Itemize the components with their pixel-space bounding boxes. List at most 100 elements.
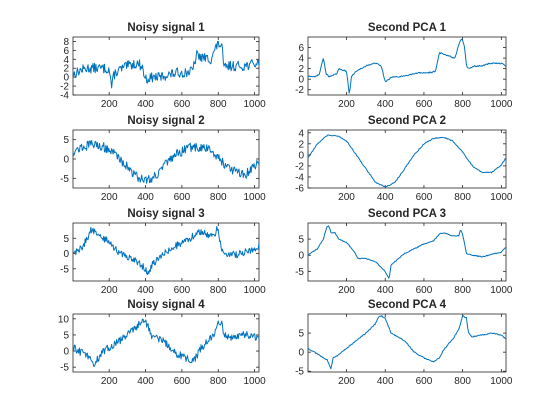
x-tick-label: 800 — [454, 285, 471, 296]
y-tick-label: 0 — [298, 348, 304, 359]
y-tick-label: 0 — [63, 249, 69, 260]
subplot-title: Noisy signal 2 — [127, 115, 204, 127]
x-tick-label: 400 — [137, 285, 154, 296]
y-tick-label: 4 — [63, 55, 69, 66]
subplot-8: Second PCA 4 200 400 600 800 1000 -5 0 5 — [295, 299, 513, 387]
subplot-title: Second PCA 1 — [368, 22, 447, 34]
x-tick-label: 600 — [416, 285, 433, 296]
x-tick-label: 200 — [101, 99, 118, 110]
x-tick-label: 800 — [210, 285, 227, 296]
x-tick-label: 1000 — [490, 285, 513, 296]
x-tick-label: 200 — [101, 285, 118, 296]
x-tick-label: 400 — [377, 192, 394, 203]
x-tick-label: 600 — [174, 285, 191, 296]
x-tick-label: 400 — [137, 376, 154, 387]
y-tick-label: 4 — [298, 128, 304, 139]
series-line — [73, 318, 259, 367]
x-tick-label: 200 — [101, 376, 118, 387]
x-tick-label: 200 — [338, 376, 355, 387]
axes-frame — [307, 36, 507, 96]
x-tick-label: 200 — [338, 99, 355, 110]
x-tick-label: 400 — [377, 376, 394, 387]
x-tick-label: 600 — [416, 192, 433, 203]
x-tick-label: 1000 — [244, 192, 267, 203]
x-tick-label: 800 — [454, 99, 471, 110]
subplot-7: Noisy signal 4 200 400 600 800 1000 -5 0 5 10 — [58, 299, 266, 387]
x-tick-label: 1000 — [490, 192, 513, 203]
subplot-title: Noisy signal 1 — [127, 22, 205, 34]
subplot-3: Noisy signal 2 200 400 600 800 1000 -5 0 5 — [60, 115, 266, 203]
y-tick-label: -5 — [295, 367, 304, 378]
subplot-title: Second PCA 3 — [368, 208, 446, 220]
y-tick-label: -4 — [60, 91, 69, 102]
x-tick-label: 200 — [101, 192, 118, 203]
subplot-title: Second PCA 2 — [368, 115, 446, 127]
y-tick-label: 0 — [63, 155, 69, 166]
x-tick-label: 1000 — [244, 99, 267, 110]
y-tick-label: -5 — [60, 363, 69, 374]
subplot-title: Noisy signal 3 — [127, 208, 204, 220]
x-tick-label: 600 — [174, 99, 191, 110]
x-tick-label: 200 — [338, 192, 355, 203]
y-tick-label: 8 — [63, 37, 69, 48]
series-line — [73, 140, 259, 184]
x-tick-label: 600 — [174, 192, 191, 203]
y-tick-label: -2 — [295, 161, 304, 172]
y-tick-label: 5 — [298, 235, 304, 246]
subplot-5: Noisy signal 3 200 400 600 800 1000 -5 0 5 — [60, 208, 266, 296]
y-tick-label: -5 — [60, 264, 69, 275]
y-tick-label: 5 — [63, 234, 69, 245]
x-tick-label: 1000 — [490, 376, 513, 387]
x-tick-label: 800 — [454, 376, 471, 387]
subplot-title: Second PCA 4 — [368, 299, 447, 311]
y-tick-label: 2 — [298, 64, 304, 75]
x-tick-label: 1000 — [244, 376, 267, 387]
y-tick-label: -2 — [60, 82, 69, 93]
y-tick-label: 2 — [63, 64, 69, 75]
x-tick-label: 800 — [210, 192, 227, 203]
subplot-6: Second PCA 3 200 400 600 800 1000 -5 0 5 — [295, 208, 513, 296]
y-tick-label: 4 — [298, 54, 304, 65]
x-tick-label: 600 — [174, 376, 191, 387]
series-line — [308, 134, 506, 188]
x-tick-label: 400 — [137, 99, 154, 110]
axes-frame — [307, 129, 507, 189]
y-tick-label: 6 — [63, 46, 69, 57]
y-tick-label: -2 — [295, 85, 304, 96]
x-tick-label: 400 — [137, 192, 154, 203]
y-tick-label: 10 — [58, 314, 70, 325]
subplot-title: Noisy signal 4 — [127, 299, 205, 311]
y-tick-label: -4 — [295, 172, 304, 183]
x-tick-label: 200 — [338, 285, 355, 296]
y-tick-label: 5 — [63, 135, 69, 146]
y-tick-label: 5 — [63, 330, 69, 341]
y-tick-label: 0 — [63, 347, 69, 358]
series-line — [308, 225, 506, 279]
y-tick-label: -5 — [60, 174, 69, 185]
x-tick-label: 800 — [210, 99, 227, 110]
x-tick-label: 1000 — [490, 99, 513, 110]
y-tick-label: -6 — [295, 184, 304, 195]
series-line — [73, 40, 259, 89]
axes-frame — [72, 129, 260, 189]
y-tick-label: -5 — [295, 267, 304, 278]
x-tick-label: 800 — [210, 376, 227, 387]
y-tick-label: 0 — [298, 75, 304, 86]
y-tick-label: 0 — [298, 251, 304, 262]
x-tick-label: 600 — [416, 376, 433, 387]
x-tick-label: 600 — [416, 99, 433, 110]
x-tick-label: 400 — [377, 285, 394, 296]
y-tick-label: 0 — [298, 150, 304, 161]
axes-frame — [307, 222, 507, 282]
series-line — [308, 38, 506, 94]
series-line — [73, 225, 259, 275]
y-tick-label: 6 — [298, 43, 304, 54]
x-tick-label: 1000 — [244, 285, 267, 296]
y-tick-label: 2 — [298, 139, 304, 150]
x-tick-label: 800 — [454, 192, 471, 203]
y-tick-label: 0 — [63, 73, 69, 84]
